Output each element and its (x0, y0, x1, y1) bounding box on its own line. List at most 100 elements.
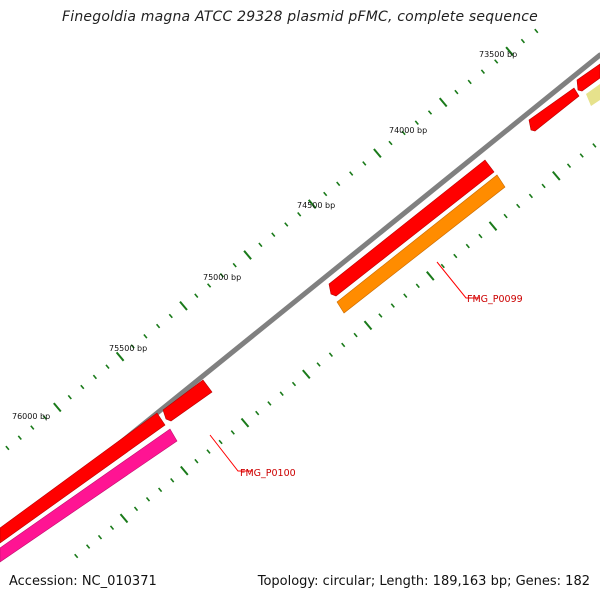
ruler-major-tick (307, 199, 317, 209)
ruler-major-tick (438, 97, 448, 108)
ruler-minor-tick (92, 374, 98, 380)
ruler-minor-tick (219, 272, 225, 278)
gene-arrow-p0098[interactable] (328, 159, 495, 297)
map-title: Finegoldia magna ATCC 29328 plasmid pFMC… (62, 9, 538, 25)
ruler-major-tick (243, 250, 252, 260)
ruler-minor-tick (323, 191, 328, 197)
gene-label-fmg-p0100[interactable]: FMG_P0100 (209, 434, 296, 479)
gene-arrow-small[interactable] (162, 379, 213, 422)
ruler-label-74500: 74500 bp (297, 201, 335, 210)
ruler-minor-tick (403, 293, 408, 299)
ruler-minor-tick (170, 477, 175, 483)
ruler-minor-tick (494, 59, 499, 64)
ruler-minor-tick (218, 439, 223, 445)
ruler-minor-tick (194, 458, 199, 464)
ruler-minor-tick (566, 163, 572, 169)
ruler-minor-tick (503, 213, 508, 219)
ruler-minor-tick (258, 242, 263, 248)
ruler-major-tick (552, 170, 561, 181)
ruler-minor-tick (453, 253, 458, 259)
ruler-minor-tick (30, 425, 35, 430)
ruler-major-tick (53, 402, 62, 413)
ruler-minor-tick (291, 381, 297, 387)
ruler-minor-tick (414, 120, 419, 126)
gene-label-fmg-p0099[interactable]: FMG_P0099 (436, 261, 523, 305)
ruler-minor-tick (480, 69, 486, 75)
label-leader-line (436, 261, 480, 299)
gene-arrow-upper-right[interactable] (528, 87, 580, 132)
ruler-minor-tick (230, 430, 235, 435)
ruler-minor-tick (454, 89, 459, 95)
ruler-minor-tick (109, 525, 115, 531)
ruler-minor-tick (74, 553, 79, 559)
ruler-minor-tick (157, 487, 163, 493)
ruler-major-tick (179, 300, 188, 311)
accession-text: Accession: NC_010371 (9, 574, 157, 589)
ruler-minor-tick (5, 445, 10, 451)
gene-features (0, 63, 600, 563)
ruler-minor-tick (349, 171, 354, 176)
ruler-minor-tick (388, 140, 393, 146)
ruler-minor-tick (362, 161, 367, 166)
sequence-stats-text: Topology: circular; Length: 189,163 bp; … (257, 574, 590, 589)
gene-bar-fmg-p0100[interactable] (0, 428, 178, 563)
ruler-major-tick (505, 46, 514, 57)
ruler-minor-tick (284, 222, 289, 227)
ruler-minor-tick (478, 233, 483, 239)
ruler-minor-tick (105, 364, 110, 370)
ruler-minor-tick (130, 344, 135, 349)
ruler-label-75500: 75500 bp (109, 344, 147, 353)
ruler-major-tick (363, 320, 373, 331)
label-leader-line (209, 434, 252, 472)
ruler-minor-tick (390, 303, 395, 308)
ruler-minor-tick (427, 110, 433, 115)
ruler-minor-tick (97, 534, 103, 540)
ruler-major-tick (373, 148, 382, 159)
ruler-minor-tick (316, 362, 321, 367)
ruler-minor-tick (279, 391, 284, 397)
ruler-minor-tick (465, 243, 470, 249)
ruler-labels: 73500 bp 74000 bp 74500 bp 75000 bp 7550… (12, 50, 517, 421)
ruler-label-75000: 75000 bp (203, 273, 241, 282)
ruler-minor-tick (155, 323, 161, 329)
ruler-minor-tick (336, 181, 341, 187)
ruler-minor-tick (206, 283, 212, 288)
ruler-minor-tick (401, 130, 406, 136)
gene-arrow-lower-left[interactable] (0, 412, 166, 544)
ruler-minor-tick (516, 203, 521, 209)
gene-label-text[interactable]: FMG_P0100 (240, 468, 296, 479)
ruler-minor-tick (378, 313, 383, 318)
ruler-minor-tick (341, 342, 346, 348)
gene-arrow-upper-right-2[interactable] (576, 63, 600, 92)
gene-pale-partial[interactable] (586, 84, 600, 106)
gene-label-text[interactable]: FMG_P0099 (467, 294, 523, 305)
ruler-minor-tick (67, 394, 72, 400)
gene-bar-fmg-p0099[interactable] (336, 174, 506, 314)
ruler-minor-tick (328, 352, 334, 358)
ruler-minor-tick (206, 449, 211, 454)
ruler-minor-tick (415, 283, 420, 289)
ruler-major-tick (119, 513, 129, 524)
ruler-minor-tick (42, 415, 47, 420)
ruler-minor-tick (528, 193, 534, 199)
ruler-major-ticks (53, 46, 561, 524)
ruler-minor-tick (271, 232, 276, 238)
ruler-minor-tick (467, 79, 472, 85)
ruler-major-tick (180, 465, 189, 476)
ruler-minor-tick (85, 544, 91, 549)
ruler-minor-tick (592, 143, 597, 148)
ruler-minor-tick (168, 313, 173, 319)
ruler-major-tick (488, 221, 498, 231)
ruler-label-73500: 73500 bp (479, 50, 517, 59)
ruler-minor-tick (255, 410, 260, 416)
ruler-minor-tick (80, 384, 85, 390)
ruler-major-tick (240, 417, 250, 428)
ruler-major-tick (426, 271, 435, 281)
ruler-minor-tick (534, 28, 539, 34)
ruler-major-tick (302, 369, 311, 380)
ruler-minor-tick (194, 293, 199, 299)
ruler-minor-tick (17, 435, 22, 441)
ruler-minor-tick (145, 496, 151, 502)
